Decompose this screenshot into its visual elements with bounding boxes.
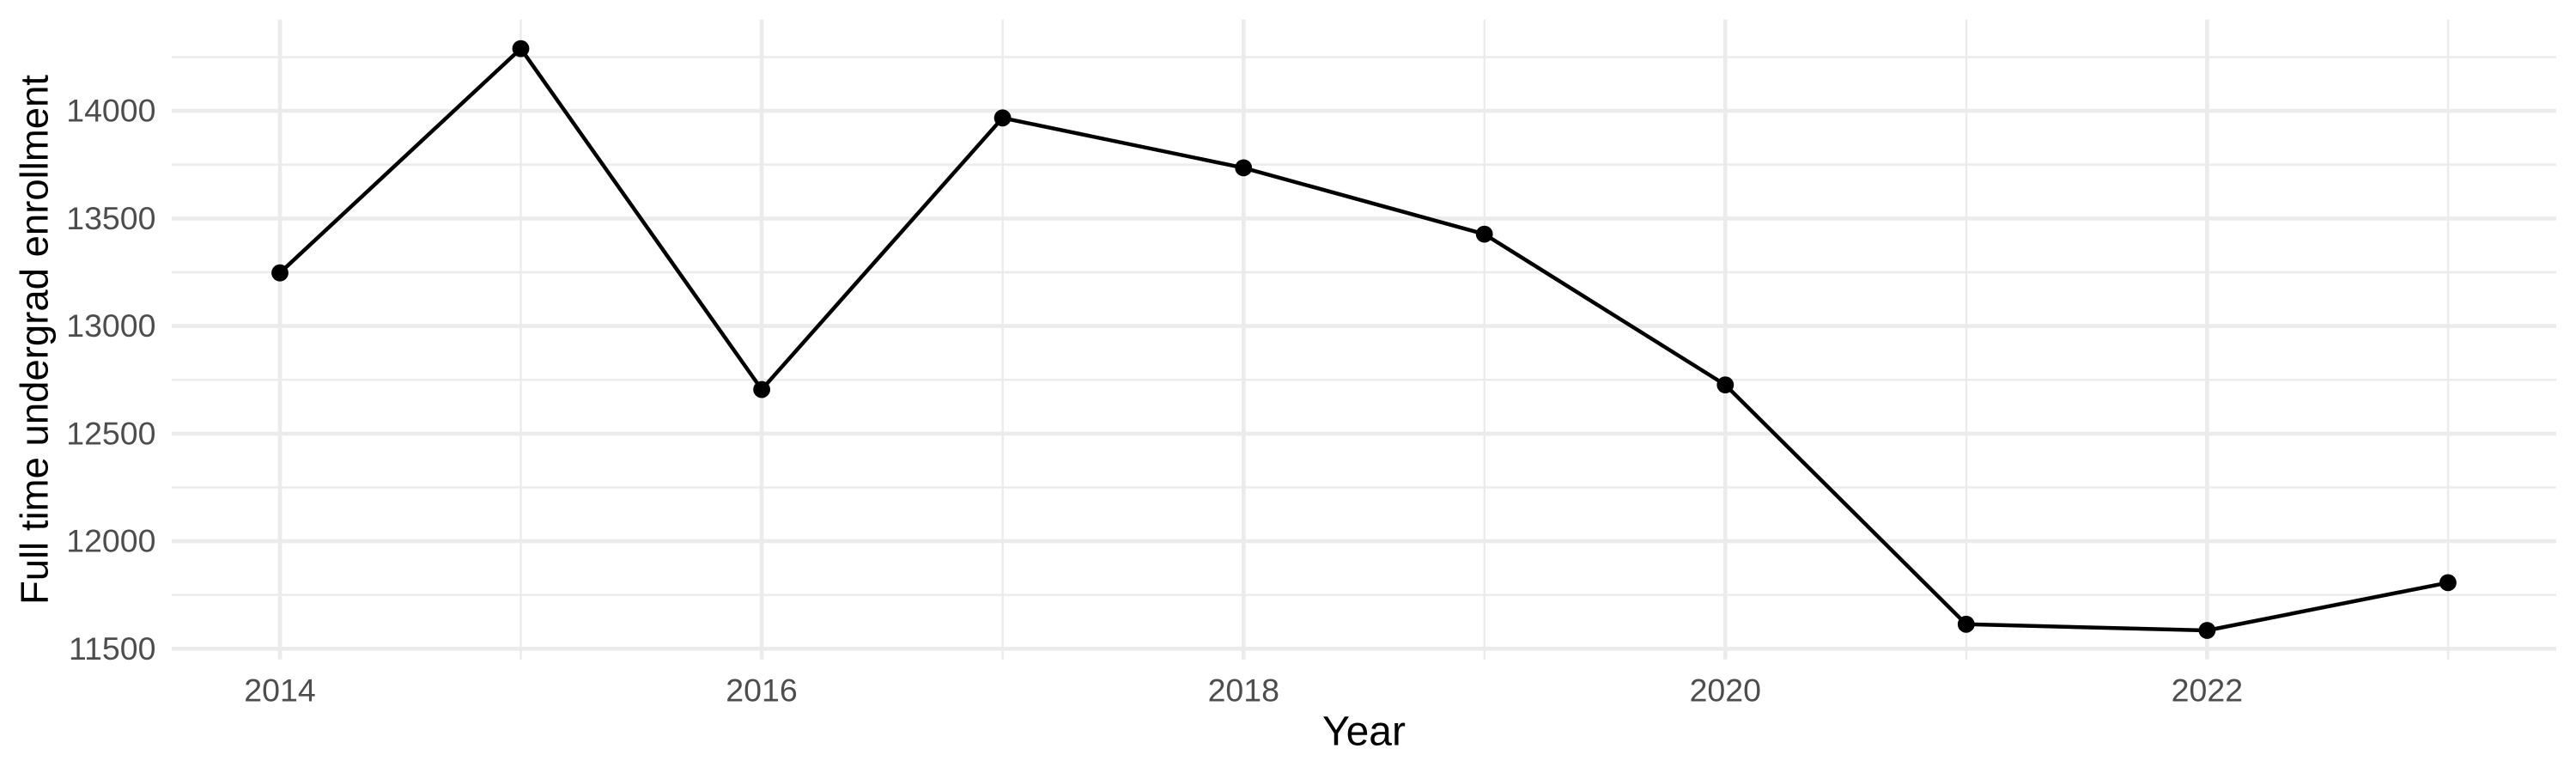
svg-text:11500: 11500 — [69, 630, 156, 666]
svg-text:2020: 2020 — [1690, 673, 1761, 709]
svg-text:12000: 12000 — [66, 523, 155, 559]
svg-text:2016: 2016 — [726, 673, 797, 709]
svg-text:13000: 13000 — [66, 307, 155, 344]
svg-text:Year: Year — [1322, 709, 1406, 755]
svg-text:Full time undergrad enrollment: Full time undergrad enrollment — [13, 75, 57, 605]
svg-text:2022: 2022 — [2172, 673, 2243, 709]
svg-text:2014: 2014 — [244, 673, 315, 709]
svg-text:12500: 12500 — [66, 415, 155, 451]
svg-text:2018: 2018 — [1208, 673, 1279, 709]
svg-text:14000: 14000 — [66, 93, 155, 129]
svg-text:13500: 13500 — [66, 200, 155, 236]
